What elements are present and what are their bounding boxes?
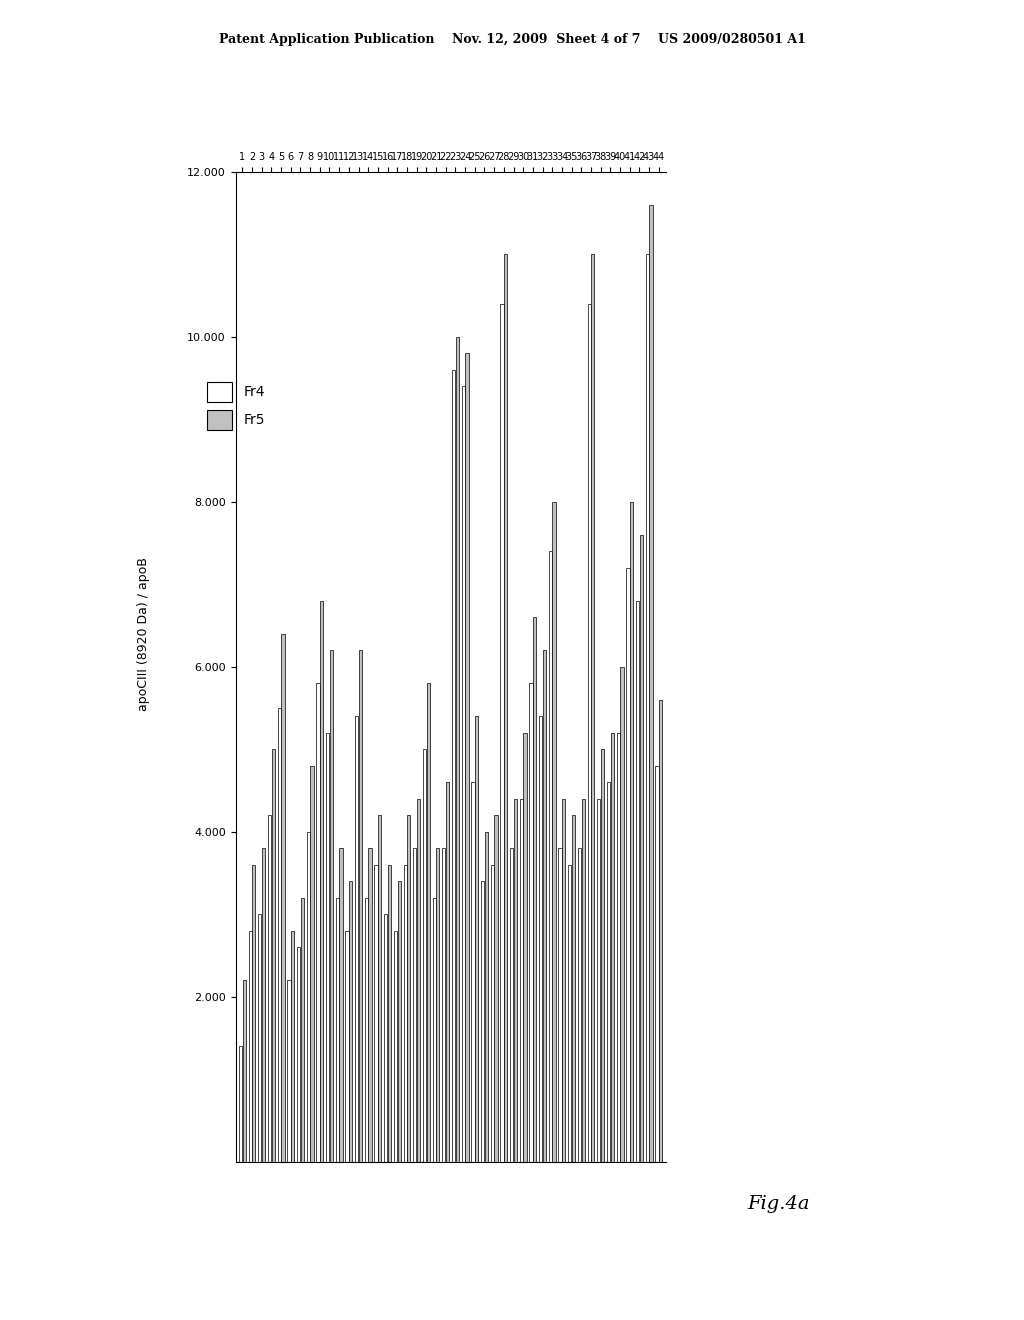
- Bar: [423, 750, 426, 1162]
- Bar: [558, 849, 562, 1162]
- Bar: [239, 1045, 242, 1162]
- Bar: [384, 913, 387, 1162]
- Bar: [365, 898, 368, 1162]
- Bar: [369, 849, 372, 1162]
- Bar: [378, 814, 381, 1162]
- Bar: [252, 865, 255, 1162]
- Bar: [301, 898, 304, 1162]
- Bar: [358, 651, 362, 1162]
- Bar: [520, 799, 523, 1162]
- Text: apoCIII (8920 Da) / apoB: apoCIII (8920 Da) / apoB: [137, 557, 150, 710]
- Bar: [336, 898, 339, 1162]
- Bar: [616, 733, 620, 1162]
- Bar: [355, 715, 358, 1162]
- Bar: [310, 766, 313, 1162]
- Bar: [445, 781, 450, 1162]
- Bar: [427, 684, 430, 1162]
- Bar: [578, 849, 581, 1162]
- Bar: [646, 253, 649, 1162]
- Bar: [630, 502, 633, 1162]
- Bar: [481, 882, 484, 1162]
- Bar: [397, 882, 400, 1162]
- Bar: [442, 849, 445, 1162]
- Bar: [655, 766, 658, 1162]
- Bar: [330, 651, 333, 1162]
- Bar: [339, 849, 343, 1162]
- Bar: [414, 849, 417, 1162]
- Bar: [243, 979, 246, 1162]
- Bar: [640, 535, 643, 1162]
- Bar: [591, 253, 595, 1162]
- Bar: [271, 750, 274, 1162]
- Bar: [582, 799, 585, 1162]
- Bar: [403, 865, 407, 1162]
- Text: Patent Application Publication    Nov. 12, 2009  Sheet 4 of 7    US 2009/0280501: Patent Application Publication Nov. 12, …: [218, 33, 806, 46]
- Bar: [394, 931, 397, 1162]
- Bar: [345, 931, 348, 1162]
- Bar: [529, 684, 532, 1162]
- Bar: [627, 568, 630, 1162]
- Bar: [262, 849, 265, 1162]
- Bar: [621, 667, 624, 1162]
- Bar: [249, 931, 252, 1162]
- Bar: [436, 849, 439, 1162]
- Bar: [258, 913, 261, 1162]
- Bar: [388, 865, 391, 1162]
- Legend: Fr4, Fr5: Fr4, Fr5: [202, 376, 270, 436]
- Bar: [417, 799, 420, 1162]
- Bar: [490, 865, 494, 1162]
- Bar: [553, 502, 556, 1162]
- Bar: [568, 865, 571, 1162]
- Bar: [549, 552, 552, 1162]
- Bar: [659, 700, 663, 1162]
- Bar: [510, 849, 513, 1162]
- Bar: [636, 601, 639, 1162]
- Bar: [297, 948, 300, 1162]
- Bar: [278, 708, 281, 1162]
- Bar: [543, 651, 546, 1162]
- Bar: [432, 898, 436, 1162]
- Bar: [649, 205, 652, 1162]
- Bar: [349, 882, 352, 1162]
- Bar: [316, 684, 319, 1162]
- Bar: [601, 750, 604, 1162]
- Bar: [495, 814, 498, 1162]
- Bar: [465, 354, 469, 1162]
- Bar: [514, 799, 517, 1162]
- Bar: [306, 832, 310, 1162]
- Bar: [504, 253, 507, 1162]
- Bar: [539, 715, 543, 1162]
- Bar: [375, 865, 378, 1162]
- Bar: [321, 601, 324, 1162]
- Bar: [326, 733, 330, 1162]
- Bar: [484, 832, 487, 1162]
- Bar: [291, 931, 294, 1162]
- Bar: [282, 634, 285, 1162]
- Bar: [501, 304, 504, 1162]
- Bar: [475, 715, 478, 1162]
- Bar: [571, 814, 575, 1162]
- Bar: [462, 385, 465, 1162]
- Bar: [288, 979, 291, 1162]
- Bar: [471, 781, 474, 1162]
- Text: Fig.4a: Fig.4a: [748, 1195, 810, 1213]
- Bar: [607, 781, 610, 1162]
- Bar: [523, 733, 526, 1162]
- Bar: [268, 814, 271, 1162]
- Bar: [597, 799, 600, 1162]
- Bar: [588, 304, 591, 1162]
- Bar: [610, 733, 613, 1162]
- Bar: [452, 370, 456, 1162]
- Bar: [408, 814, 411, 1162]
- Bar: [456, 337, 459, 1162]
- Bar: [562, 799, 565, 1162]
- Bar: [534, 618, 537, 1162]
